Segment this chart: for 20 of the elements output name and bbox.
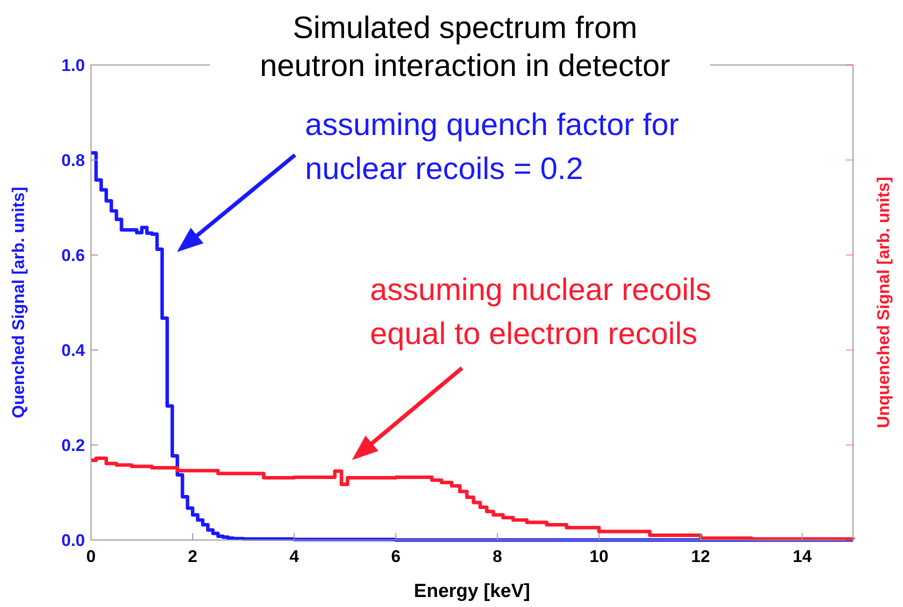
x-axis-title: Energy [keV]: [414, 581, 530, 602]
x-tick-label: 14: [792, 547, 812, 566]
y-axis-title: Quenched Signal [arb. units]: [9, 186, 28, 418]
x-tick-label: 6: [391, 547, 401, 566]
annotation: assuming quench factor for nuclear recoils = 0.2: [305, 107, 679, 186]
y-tick-label: 1.0: [61, 56, 85, 75]
chart-title: Simulated spectrum from neutron interaction in detector: [260, 10, 670, 83]
y2-axis-title: Unquenched Signal [arb. units]: [874, 176, 893, 428]
y-tick-label: 0.6: [61, 246, 85, 265]
y-tick-label: 0.2: [61, 436, 85, 455]
x-tick-label: 2: [188, 547, 198, 566]
x-tick-label: 0: [86, 547, 96, 566]
x-tick-label: 12: [691, 547, 710, 566]
x-tick-label: 4: [289, 547, 300, 566]
annotation: assuming nuclear recoils equal to electron recoils: [370, 272, 712, 351]
y-tick-label: 0.4: [61, 341, 86, 360]
x-tick-label: 10: [590, 547, 608, 566]
y-tick-label: 0.0: [61, 531, 85, 550]
y-tick-label: 0.8: [61, 151, 85, 170]
x-tick-label: 8: [492, 547, 502, 566]
